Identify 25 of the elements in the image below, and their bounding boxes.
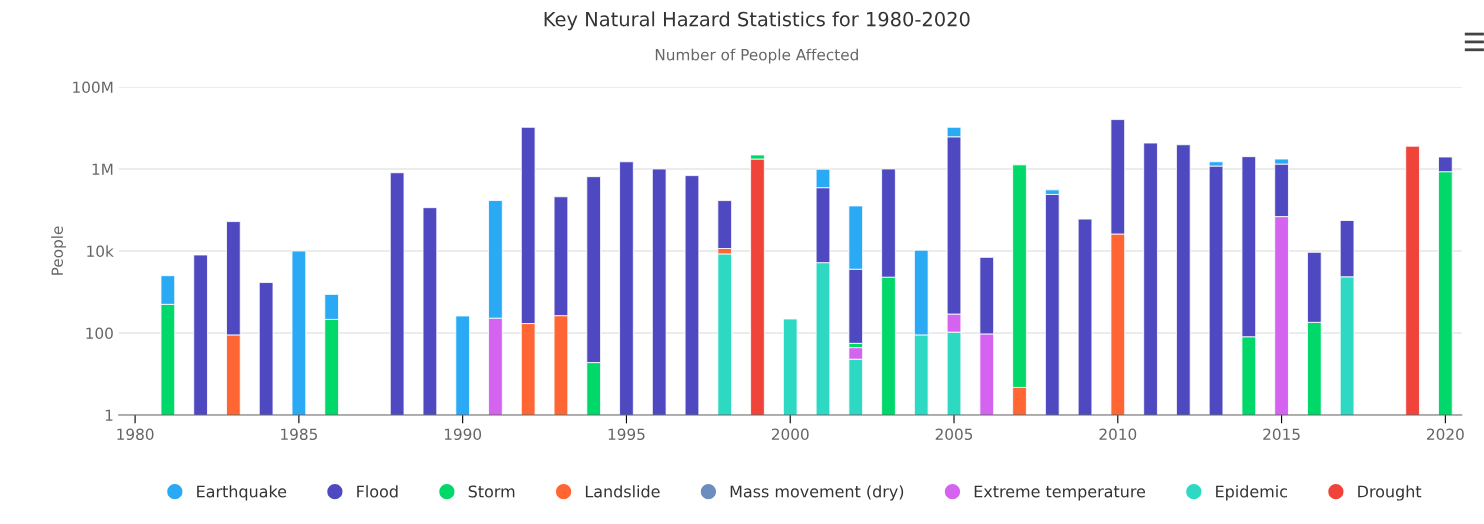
legend-label: Epidemic	[1216, 485, 1287, 501]
x-tick-label: 2010	[1099, 428, 1137, 441]
y-tick-label: 100M	[73, 81, 113, 94]
y-axis-title: People	[51, 226, 66, 275]
legend-label: Storm	[468, 485, 515, 498]
y-tick-label: 1	[105, 409, 113, 421]
x-tick-label: 1980	[117, 428, 154, 441]
x-tick-label: 1995	[608, 428, 645, 441]
x-tick-label: 1990	[444, 428, 482, 441]
x-tick-label: 2015	[1263, 428, 1300, 441]
y-tick-label: 10k	[87, 245, 114, 258]
legend-label: Flood	[357, 485, 398, 498]
legend-label: Landslide	[585, 485, 660, 498]
x-tick-label: 2020	[1427, 428, 1464, 441]
chart-subtitle: Number of People Affected	[655, 48, 858, 64]
x-tick-label: 2005	[935, 428, 973, 441]
legend-label: Mass movement (dry)	[730, 485, 904, 501]
y-tick-label: 100	[86, 327, 113, 340]
y-tick-label: 1M	[92, 163, 113, 175]
x-tick-label: 1985	[281, 428, 317, 441]
x-tick-label: 2000	[771, 428, 809, 441]
chart-title: Key Natural Hazard Statistics for 1980-2020	[544, 11, 970, 31]
legend-label: Extreme temperature	[974, 485, 1146, 501]
legend-label: Drought	[1358, 485, 1422, 501]
legend-label: Earthquake	[197, 485, 287, 501]
